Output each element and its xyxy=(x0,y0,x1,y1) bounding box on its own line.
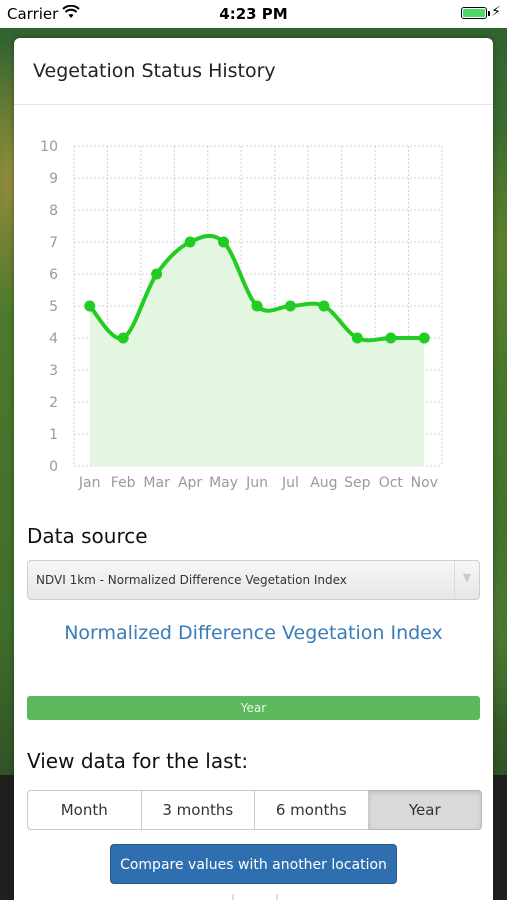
y-tick-label: 6 xyxy=(49,267,58,283)
data-point xyxy=(84,300,96,312)
view-data-label: View data for the last: xyxy=(27,749,249,773)
vegetation-history-card: Vegetation Status History 0 1 2 3 4 5 6 7 8 9 10 Ja… xyxy=(14,38,493,900)
index-title: Normalized Difference Vegetation Index xyxy=(64,622,443,644)
period-progress-bar: Year xyxy=(27,696,480,720)
y-tick-label: 8 xyxy=(49,203,58,219)
vegetation-chart: 0 1 2 3 4 5 6 7 8 9 10 Jan Feb Mar Apr May Jun Jul Aug Sep O… xyxy=(40,139,443,491)
data-source-selected-value: NDVI 1km - Normalized Difference Vegetat… xyxy=(36,573,347,587)
y-tick-label: 9 xyxy=(49,171,58,187)
x-tick-label: Mar xyxy=(143,475,170,491)
y-tick-label: 0 xyxy=(49,459,58,475)
y-tick-label: 2 xyxy=(49,395,58,411)
period-year-button[interactable]: Year xyxy=(368,790,482,830)
data-source-select[interactable]: NDVI 1km - Normalized Difference Vegetat… xyxy=(27,560,480,600)
bottom-peek-element xyxy=(232,894,278,900)
x-tick-label: May xyxy=(209,475,238,491)
x-tick-label: Jan xyxy=(78,475,101,491)
x-tick-label: Apr xyxy=(178,475,202,491)
data-point xyxy=(284,300,296,312)
title-divider xyxy=(14,104,493,105)
battery-icon xyxy=(461,7,490,19)
x-tick-label: Feb xyxy=(111,475,136,491)
y-tick-label: 4 xyxy=(49,331,58,347)
y-tick-label: 1 xyxy=(49,427,58,443)
data-point xyxy=(351,332,363,344)
y-tick-label: 7 xyxy=(49,235,58,251)
charging-bolt-icon: ⚡ xyxy=(491,4,501,20)
card-title: Vegetation Status History xyxy=(33,60,276,82)
data-point xyxy=(318,300,330,312)
x-tick-label: Aug xyxy=(310,475,337,491)
carrier-label: Carrier xyxy=(7,5,59,23)
x-tick-label: Oct xyxy=(379,475,404,491)
data-point xyxy=(251,300,263,312)
compare-location-button[interactable]: Compare values with another location xyxy=(110,844,397,884)
data-point xyxy=(151,268,163,280)
x-tick-label: Jul xyxy=(281,475,299,491)
dropdown-arrow-icon: ▼ xyxy=(454,561,479,599)
clock-time: 4:23 PM xyxy=(219,5,288,23)
series-area xyxy=(89,235,425,466)
y-tick-label: 3 xyxy=(49,363,58,379)
x-tick-label: Nov xyxy=(411,475,438,491)
y-tick-label: 5 xyxy=(49,299,58,315)
period-month-button[interactable]: Month xyxy=(27,790,142,830)
data-source-label: Data source xyxy=(27,524,148,548)
y-tick-label: 10 xyxy=(40,139,58,155)
period-6-months-button[interactable]: 6 months xyxy=(255,790,369,830)
period-3-months-button[interactable]: 3 months xyxy=(141,790,255,830)
data-point xyxy=(117,332,129,344)
x-tick-label: Jun xyxy=(245,475,268,491)
status-bar: Carrier 4:23 PM ⚡ xyxy=(0,0,507,28)
wifi-icon xyxy=(62,4,80,23)
data-point xyxy=(418,332,430,344)
period-segmented-control: Month 3 months 6 months Year xyxy=(27,790,482,830)
data-point xyxy=(184,236,196,248)
data-point xyxy=(385,332,397,344)
data-point xyxy=(218,236,230,248)
x-tick-label: Sep xyxy=(344,475,371,491)
